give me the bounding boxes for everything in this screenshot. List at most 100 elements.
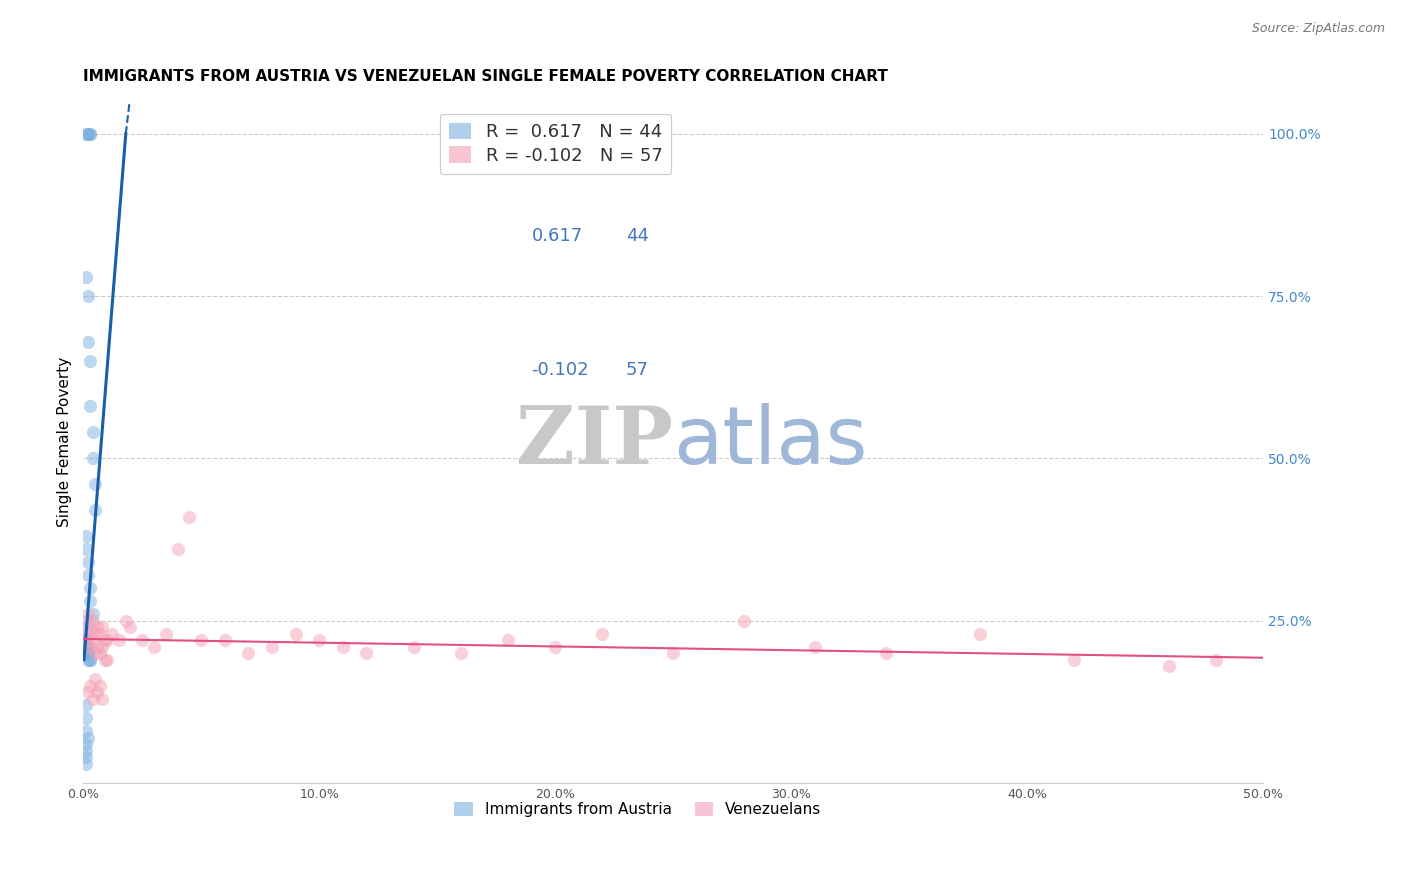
Point [77, 653, 100, 667]
Point [77, 646, 100, 660]
Point [77, 127, 100, 141]
Text: ZIP: ZIP [516, 403, 673, 481]
Point [93, 633, 115, 648]
Point [75, 646, 97, 660]
Point [79, 127, 101, 141]
Point [214, 633, 236, 648]
Point [804, 640, 827, 654]
Point [75, 743, 97, 757]
Point [284, 626, 307, 640]
Point [544, 640, 567, 654]
Point [77, 607, 100, 622]
Point [82, 425, 104, 440]
Point [75, 620, 97, 634]
Point [89, 626, 111, 640]
Point [91, 691, 114, 706]
Point [262, 640, 284, 654]
Point [77, 555, 100, 569]
Point [77, 626, 100, 640]
Point [77, 640, 100, 654]
Point [77, 646, 100, 660]
Point [91, 620, 114, 634]
Point [190, 633, 212, 648]
Text: -0.102: -0.102 [531, 360, 589, 378]
Text: 44: 44 [626, 227, 648, 244]
Point [402, 640, 425, 654]
Point [75, 529, 97, 543]
Point [77, 685, 100, 699]
Point [75, 724, 97, 739]
Point [82, 633, 104, 648]
Point [1205, 653, 1227, 667]
Point [79, 400, 101, 414]
Text: 0.617: 0.617 [531, 227, 582, 244]
Point [733, 614, 755, 628]
Point [114, 614, 136, 628]
Point [84, 503, 107, 517]
Point [75, 640, 97, 654]
Point [75, 737, 97, 751]
Point [79, 620, 101, 634]
Point [107, 633, 129, 648]
Point [89, 646, 111, 660]
Point [308, 633, 330, 648]
Point [84, 477, 107, 491]
Point [86, 620, 108, 634]
Point [120, 620, 142, 634]
Point [155, 626, 177, 640]
Point [79, 640, 101, 654]
Point [79, 653, 101, 667]
Point [93, 653, 115, 667]
Point [75, 127, 97, 141]
Point [75, 633, 97, 648]
Point [75, 750, 97, 764]
Point [166, 542, 188, 557]
Point [77, 568, 100, 582]
Text: 57: 57 [626, 360, 648, 378]
Point [79, 679, 101, 693]
Point [75, 756, 97, 771]
Point [79, 354, 101, 368]
Point [131, 633, 153, 648]
Point [75, 640, 97, 654]
Point [79, 127, 101, 141]
Point [77, 646, 100, 660]
Point [84, 672, 107, 686]
Point [82, 614, 104, 628]
Point [79, 653, 101, 667]
Point [82, 607, 104, 622]
Point [1157, 659, 1180, 673]
Point [75, 698, 97, 713]
Point [82, 451, 104, 466]
Point [77, 127, 100, 141]
Point [82, 691, 104, 706]
Point [75, 614, 97, 628]
Point [179, 509, 201, 524]
Text: Source: ZipAtlas.com: Source: ZipAtlas.com [1251, 22, 1385, 36]
Text: atlas: atlas [673, 403, 868, 481]
Point [96, 653, 118, 667]
Point [75, 633, 97, 648]
Point [238, 646, 260, 660]
Point [89, 679, 111, 693]
Point [1063, 653, 1085, 667]
Point [75, 269, 97, 284]
Y-axis label: Single Female Poverty: Single Female Poverty [58, 357, 72, 527]
Point [100, 626, 122, 640]
Point [77, 640, 100, 654]
Point [96, 633, 118, 648]
Point [77, 289, 100, 303]
Point [79, 581, 101, 595]
Point [332, 640, 354, 654]
Point [591, 626, 613, 640]
Point [79, 594, 101, 608]
Point [496, 633, 519, 648]
Point [450, 646, 472, 660]
Point [84, 626, 107, 640]
Point [875, 646, 897, 660]
Point [91, 640, 114, 654]
Point [969, 626, 991, 640]
Point [356, 646, 378, 660]
Point [84, 646, 107, 660]
Point [77, 731, 100, 745]
